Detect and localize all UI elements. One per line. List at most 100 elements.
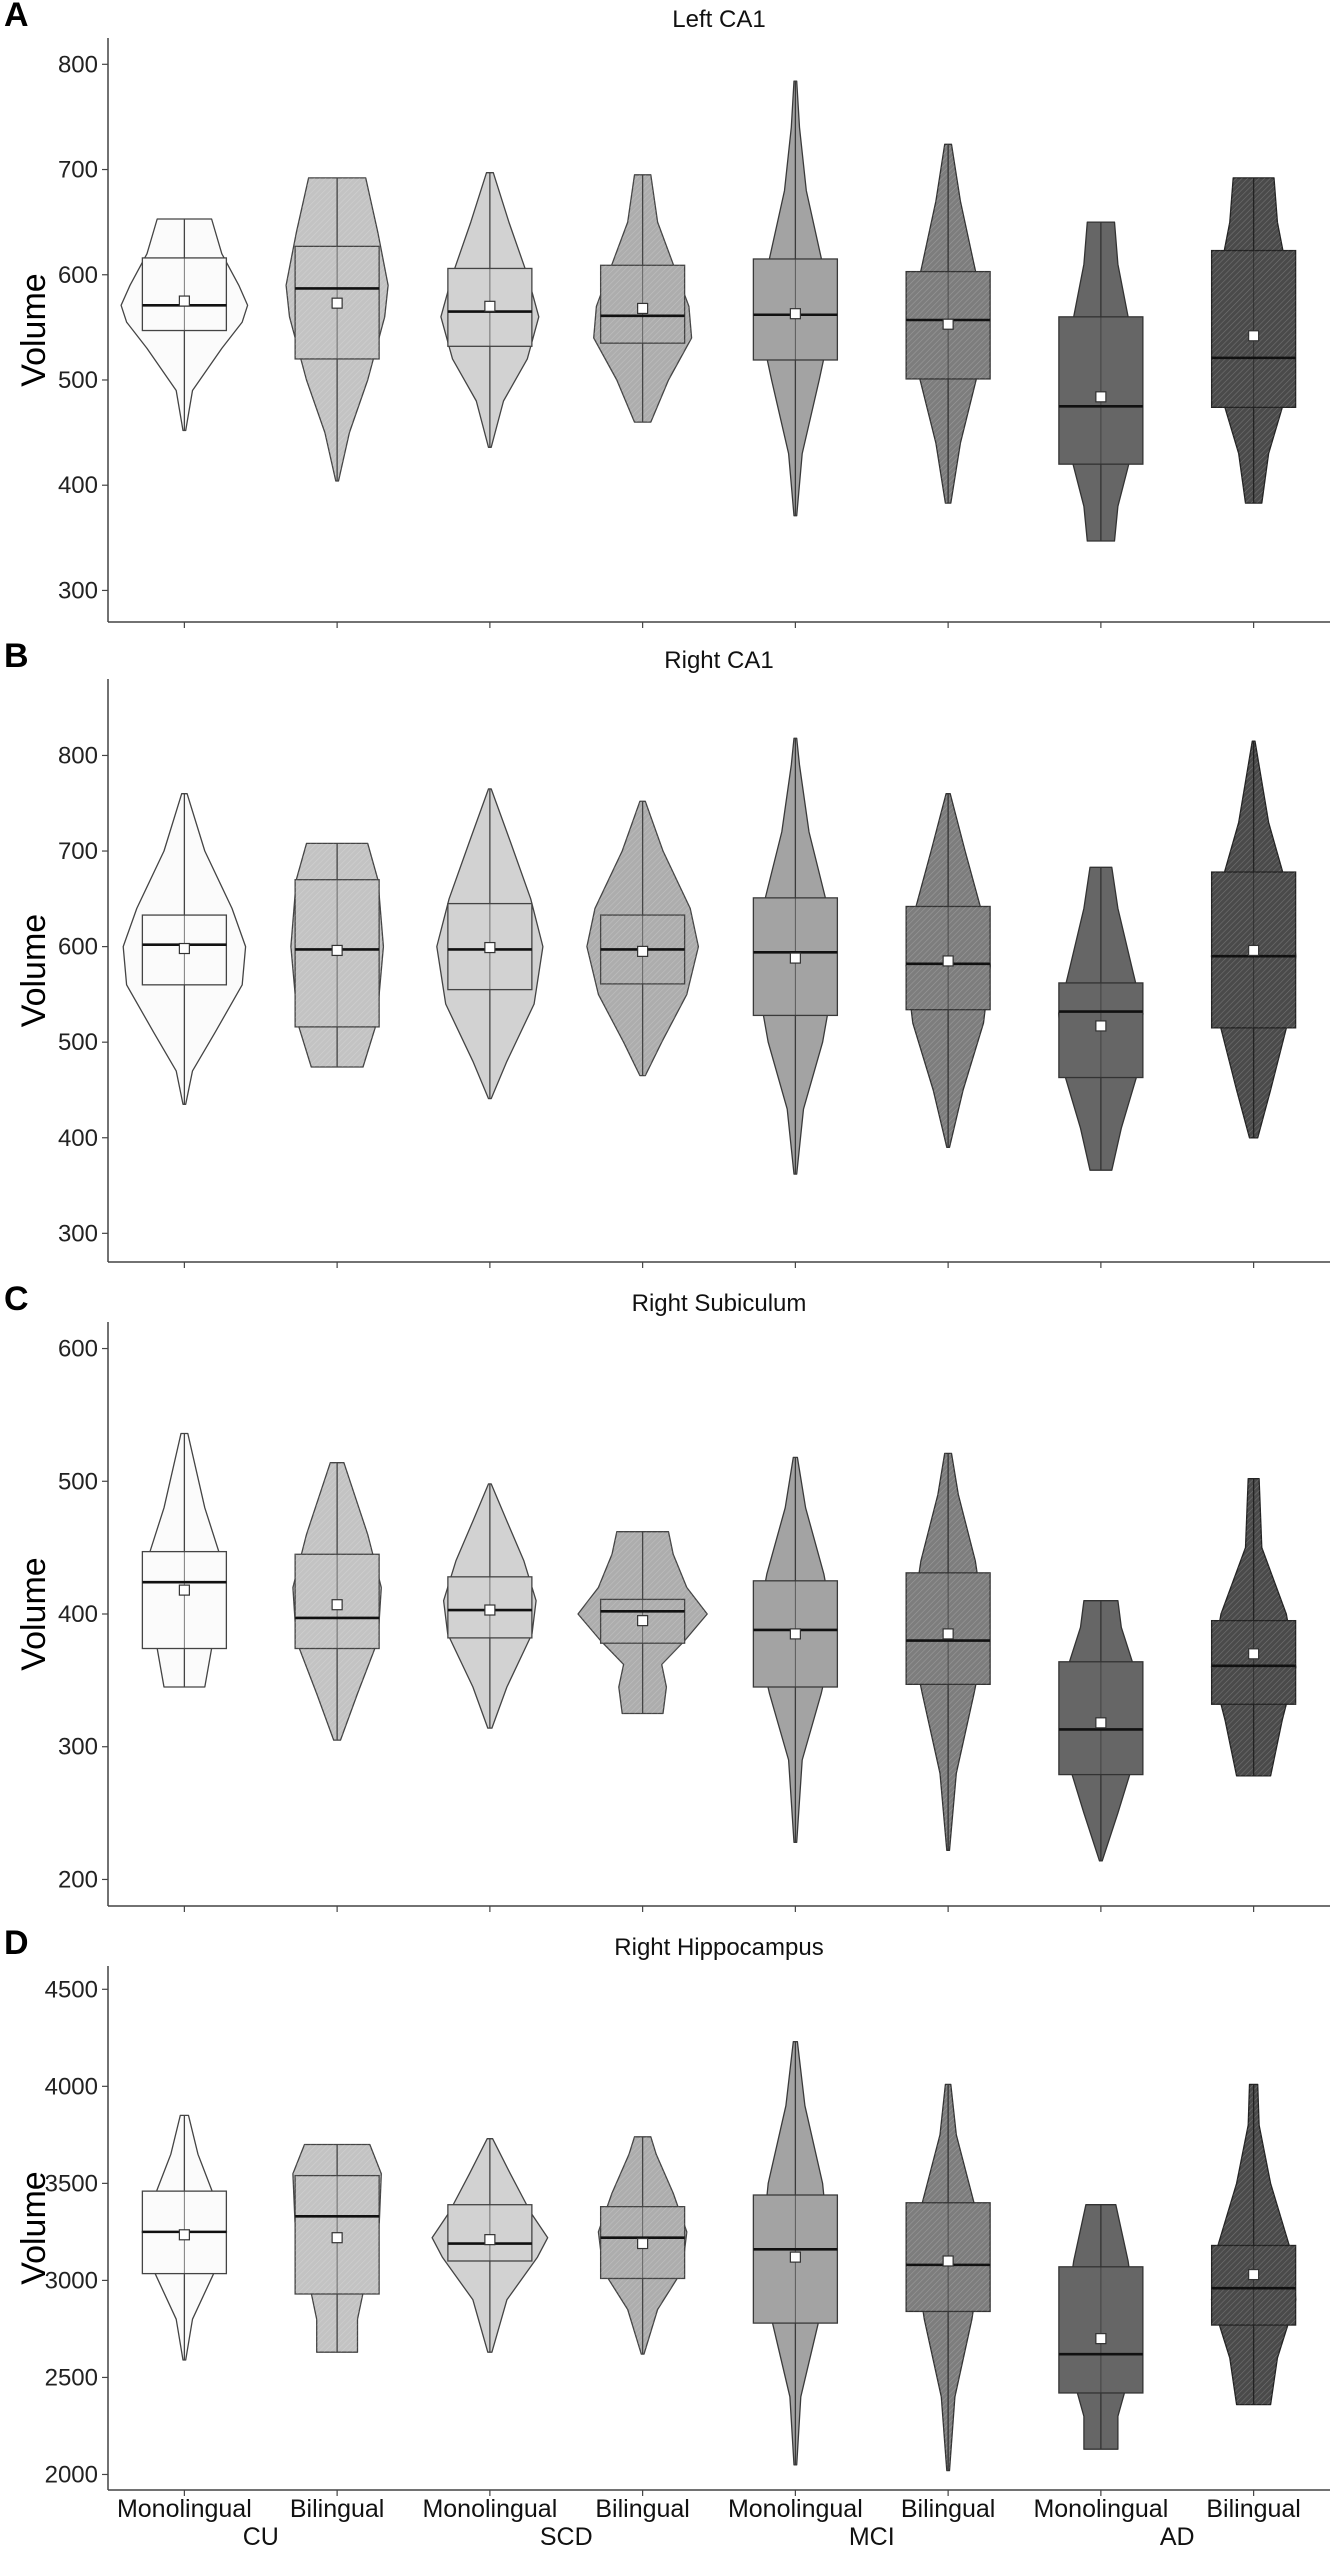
y-tick-label: 4000 — [45, 2073, 98, 2100]
y-axis-label: Volume — [15, 914, 53, 1027]
panel-letter: A — [4, 0, 29, 34]
box-6 — [905, 1452, 991, 1851]
y-tick-label: 2000 — [45, 2461, 98, 2488]
mean-marker — [1095, 2333, 1107, 2345]
mean-marker — [637, 2237, 649, 2250]
y-tick-label: 3000 — [45, 2267, 98, 2294]
box-8 — [1210, 740, 1297, 1139]
mean-marker — [178, 295, 190, 307]
panel-letter: D — [4, 1924, 29, 1962]
mean-marker — [789, 2251, 801, 2263]
y-tick-label: 500 — [58, 367, 98, 394]
box-1 — [141, 2114, 228, 2361]
mean-marker — [1248, 1648, 1260, 1660]
box-8 — [1210, 1477, 1297, 1777]
mean-marker — [1095, 1717, 1107, 1729]
mean-marker — [637, 302, 649, 315]
panel-title: Right Hippocampus — [614, 1934, 823, 1961]
y-tick-label: 600 — [58, 1336, 98, 1363]
panel-title: Right CA1 — [664, 647, 773, 674]
box-3 — [442, 1483, 537, 1729]
x-tick-label: Monolingual — [422, 2495, 557, 2523]
box-4 — [586, 800, 700, 1077]
y-tick-label: 800 — [58, 742, 98, 769]
mean-marker — [1248, 944, 1260, 957]
y-tick-label: 700 — [58, 838, 98, 865]
box-3 — [436, 788, 544, 1100]
mean-marker — [178, 942, 190, 955]
box-1 — [141, 1432, 228, 1688]
mean-marker — [331, 944, 343, 957]
mean-marker — [178, 2229, 190, 2241]
mean-marker — [789, 952, 801, 964]
y-tick-label: 500 — [58, 1029, 98, 1056]
y-tick-label: 800 — [58, 51, 98, 78]
box-7 — [1058, 866, 1144, 1171]
box-3 — [431, 2138, 549, 2353]
mean-marker — [942, 2255, 954, 2267]
panel-c: C Right Subiculum Volume 200 300 400 500 600 — [4, 1280, 1330, 1912]
x-tick-label: Bilingual — [901, 2495, 996, 2523]
mean-marker — [942, 1628, 954, 1640]
mean-marker — [1095, 1020, 1107, 1032]
panel-a: A Left CA1 Volume 300 400 500 600 700 800 — [4, 0, 1330, 628]
x-group-label: SCD — [540, 2523, 593, 2551]
y-tick-label: 3500 — [45, 2170, 98, 2197]
mean-marker — [178, 1584, 190, 1596]
x-tick-label: Bilingual — [595, 2495, 690, 2523]
y-tick-label: 2500 — [45, 2364, 98, 2391]
mean-marker — [1095, 391, 1107, 403]
y-tick-label: 300 — [58, 1220, 98, 1247]
y-tick-label: 400 — [58, 1125, 98, 1152]
mean-marker — [331, 297, 343, 309]
y-tick-label: 300 — [58, 577, 98, 604]
y-axis-label: Volume — [15, 273, 53, 386]
mean-marker — [331, 1599, 343, 1611]
mean-marker — [637, 945, 649, 957]
y-tick-label: 4500 — [45, 1976, 98, 2003]
box-4 — [577, 1531, 708, 1715]
mean-marker — [484, 1604, 496, 1616]
x-tick-label: Monolingual — [728, 2495, 863, 2523]
box-6 — [905, 143, 991, 504]
box-5 — [752, 1456, 839, 1843]
panel-letter: C — [4, 1280, 29, 1318]
x-tick-label: Monolingual — [117, 2495, 252, 2523]
mean-marker — [942, 318, 954, 330]
panel-d: D Right Hippocampus Volume 2000 2500 3000 3500… — [4, 1924, 1330, 2496]
mean-marker — [942, 955, 954, 967]
box-4 — [593, 174, 693, 423]
y-tick-label: 200 — [58, 1866, 98, 1893]
mean-marker — [1248, 330, 1260, 342]
x-tick-label: Bilingual — [290, 2495, 385, 2523]
x-group-label: MCI — [849, 2523, 895, 2551]
x-group-label: AD — [1160, 2523, 1195, 2551]
y-tick-label: 400 — [58, 1601, 98, 1628]
box-4 — [597, 2136, 688, 2355]
panel-letter: B — [4, 637, 29, 675]
box-2 — [292, 2143, 382, 2353]
box-6 — [905, 2083, 991, 2472]
box-2 — [290, 842, 385, 1068]
box-5 — [752, 80, 839, 517]
box-7 — [1058, 221, 1144, 542]
x-tick-label: Bilingual — [1206, 2495, 1301, 2523]
panel-b: B Right CA1 Volume 300 400 500 600 700 800 — [4, 637, 1330, 1268]
mean-marker — [789, 308, 801, 320]
mean-marker — [484, 300, 496, 312]
box-5 — [752, 737, 839, 1175]
box-2 — [292, 1462, 382, 1741]
mean-marker — [789, 1628, 801, 1640]
box-3 — [440, 172, 540, 448]
mean-marker — [331, 2232, 343, 2244]
y-tick-label: 600 — [58, 262, 98, 289]
y-tick-label: 600 — [58, 934, 98, 961]
mean-marker — [1248, 2268, 1260, 2281]
y-tick-label: 700 — [58, 157, 98, 184]
box-8 — [1210, 177, 1297, 504]
y-tick-label: 400 — [58, 472, 98, 499]
mean-marker — [637, 1615, 649, 1627]
box-2 — [285, 177, 389, 482]
panel-title: Right Subiculum — [632, 1290, 807, 1317]
